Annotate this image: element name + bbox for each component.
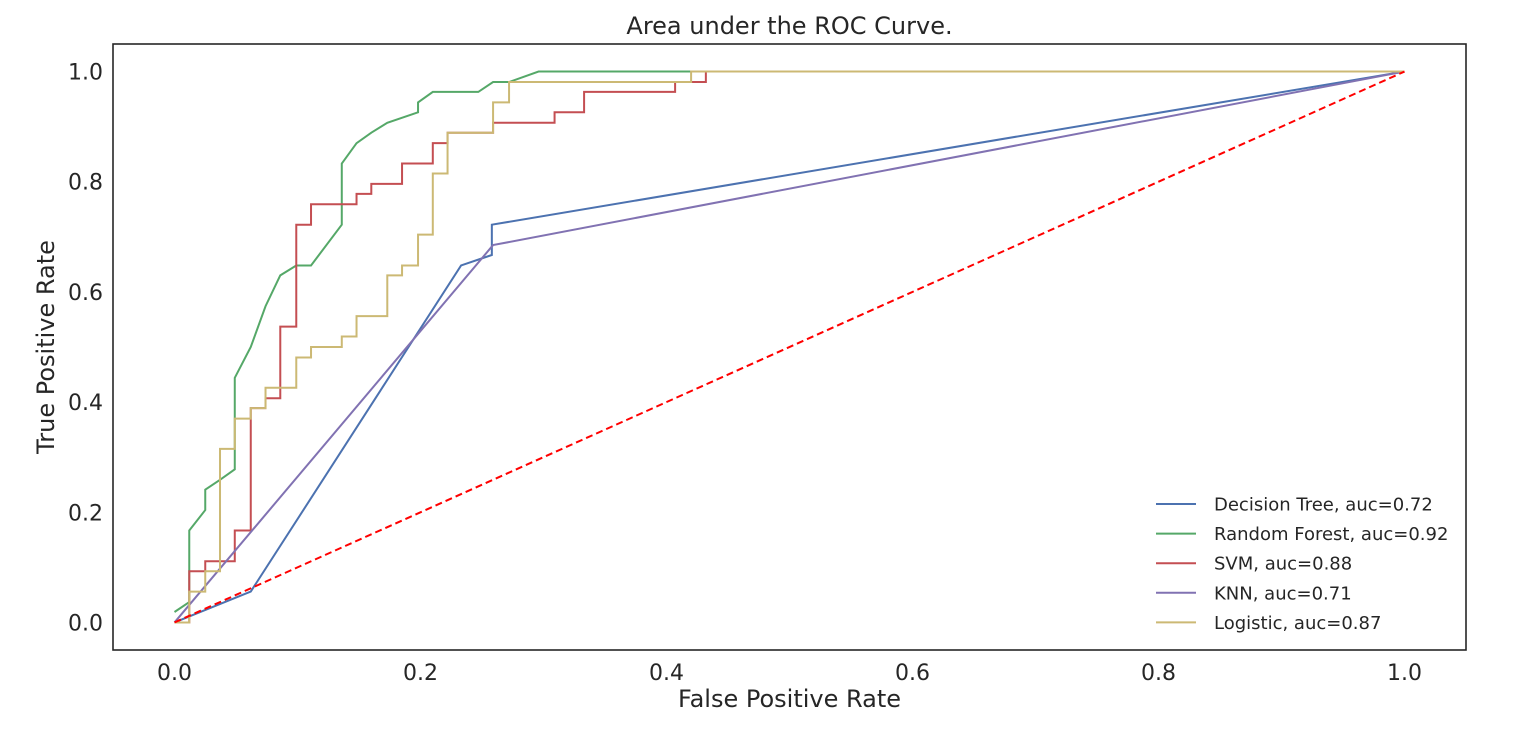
series-line-svm [174,70,1405,624]
plot-frame [112,43,1467,651]
y-axis-label: True Positive Rate [32,240,60,455]
legend-entry-label: SVM, auc=0.88 [1214,554,1352,575]
series-line-random-forest [173,70,1405,613]
legend-entry-label: Decision Tree, auc=0.72 [1214,495,1433,516]
x-tick-label: 1.0 [1387,661,1422,686]
chart-title: Area under the ROC Curve. [626,12,952,40]
x-axis-label: False Positive Rate [678,685,901,713]
series-line-knn [173,70,1405,624]
reference-diagonal-line [174,70,1405,624]
x-tick-label: 0.4 [649,661,684,686]
x-tick-label: 0.2 [403,661,438,686]
y-tick-label: 0.0 [68,611,103,636]
y-tick-label: 0.8 [68,171,103,196]
x-tick-label: 0.0 [157,661,192,686]
legend-entry-label: Logistic, auc=0.87 [1214,613,1381,634]
x-tick-label: 0.8 [1141,661,1176,686]
legend-entry-label: KNN, auc=0.71 [1214,583,1352,604]
y-tick-label: 0.4 [68,391,103,416]
series-line-decision-tree [174,70,1405,624]
x-tick-label: 0.6 [895,661,930,686]
y-tick-label: 1.0 [68,61,103,86]
y-tick-label: 0.6 [68,281,103,306]
legend-entry-label: Random Forest, auc=0.92 [1214,524,1448,545]
y-tick-label: 0.2 [68,501,103,526]
series-line-logistic [174,70,1405,624]
